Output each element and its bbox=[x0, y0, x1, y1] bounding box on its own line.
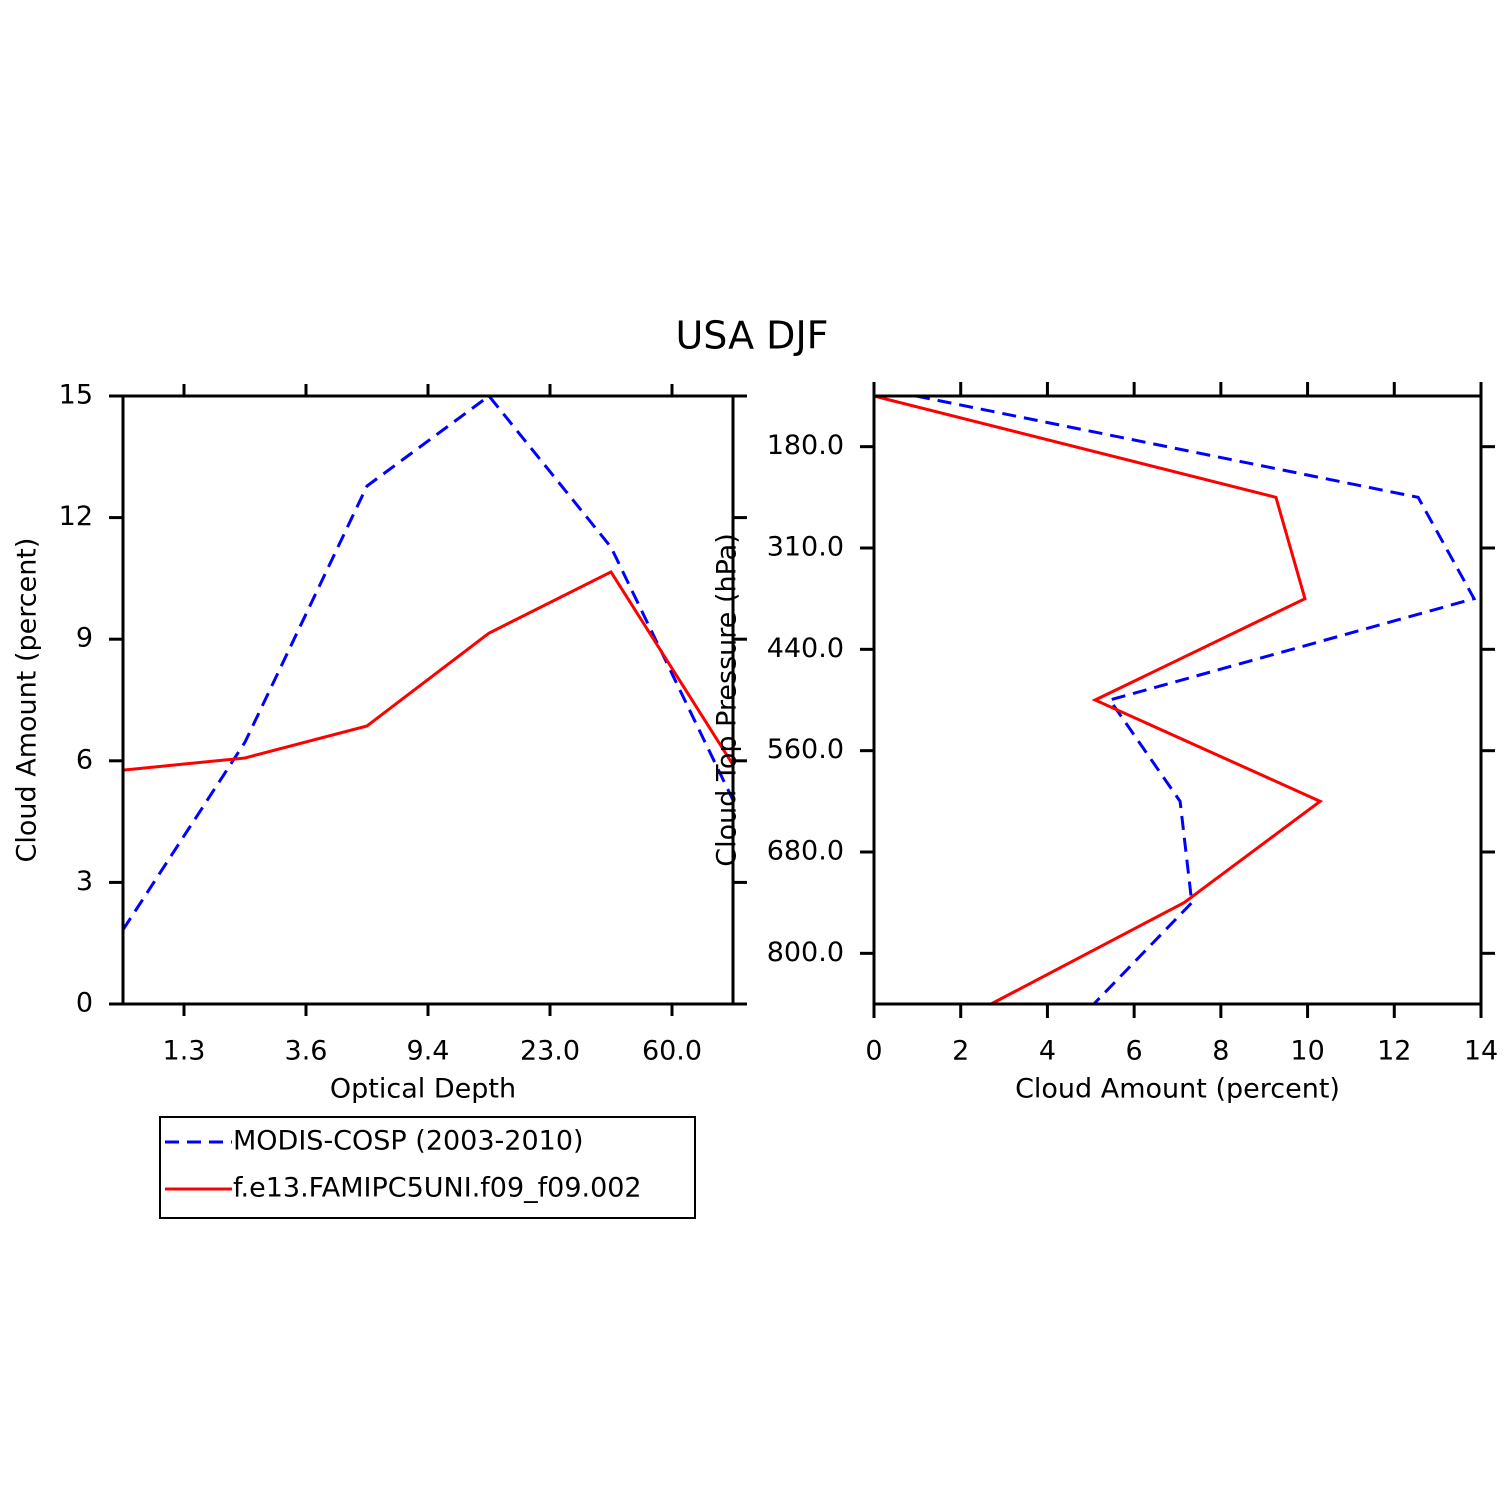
x-tick-label: 9.4 bbox=[407, 1036, 450, 1067]
y-tick-label: 3 bbox=[76, 866, 93, 897]
y-tick-label: 560.0 bbox=[767, 734, 844, 765]
x-tick-label: 23.0 bbox=[520, 1036, 580, 1067]
plot-frame bbox=[121, 394, 735, 1006]
x-axis-label: Cloud Amount (percent) bbox=[1015, 1074, 1340, 1105]
legend-label: f.e13.FAMIPC5UNI.f09_f09.002 bbox=[233, 1173, 642, 1204]
y-tick-label: 6 bbox=[76, 744, 93, 775]
series-line bbox=[915, 394, 1477, 1006]
legend-label: MODIS-COSP (2003-2010) bbox=[233, 1126, 584, 1157]
x-tick-label: 60.0 bbox=[642, 1036, 702, 1067]
x-tick-label: 12 bbox=[1377, 1036, 1411, 1067]
x-tick-label: 4 bbox=[1039, 1036, 1056, 1067]
y-tick-label: 180.0 bbox=[767, 430, 844, 461]
series-line bbox=[121, 393, 735, 931]
x-tick-label: 14 bbox=[1464, 1036, 1498, 1067]
plot-frame bbox=[872, 394, 1483, 1006]
y-tick-label: 0 bbox=[76, 988, 93, 1019]
series-line bbox=[122, 569, 735, 772]
y-tick-label: 680.0 bbox=[767, 836, 844, 867]
y-tick-label: 440.0 bbox=[767, 633, 844, 664]
x-tick-label: 3.6 bbox=[285, 1036, 328, 1067]
x-tick-label: 6 bbox=[1126, 1036, 1143, 1067]
x-tick-label: 2 bbox=[952, 1036, 969, 1067]
y-tick-label: 800.0 bbox=[767, 937, 844, 968]
x-tick-label: 8 bbox=[1212, 1036, 1229, 1067]
series-line bbox=[873, 394, 1324, 1006]
legend-box bbox=[159, 1116, 696, 1219]
y-axis-label: Cloud Amount (percent) bbox=[12, 538, 43, 863]
y-axis-label: Cloud Top Pressure (hPa) bbox=[712, 533, 743, 867]
y-tick-label: 12 bbox=[59, 501, 93, 532]
x-axis-label: Optical Depth bbox=[330, 1074, 516, 1105]
figure-title: USA DJF bbox=[675, 314, 828, 358]
x-tick-label: 10 bbox=[1290, 1036, 1324, 1067]
x-tick-label: 0 bbox=[865, 1036, 882, 1067]
y-tick-label: 310.0 bbox=[767, 532, 844, 563]
y-tick-label: 15 bbox=[59, 380, 93, 411]
x-tick-label: 1.3 bbox=[163, 1036, 206, 1067]
y-tick-label: 9 bbox=[76, 623, 93, 654]
